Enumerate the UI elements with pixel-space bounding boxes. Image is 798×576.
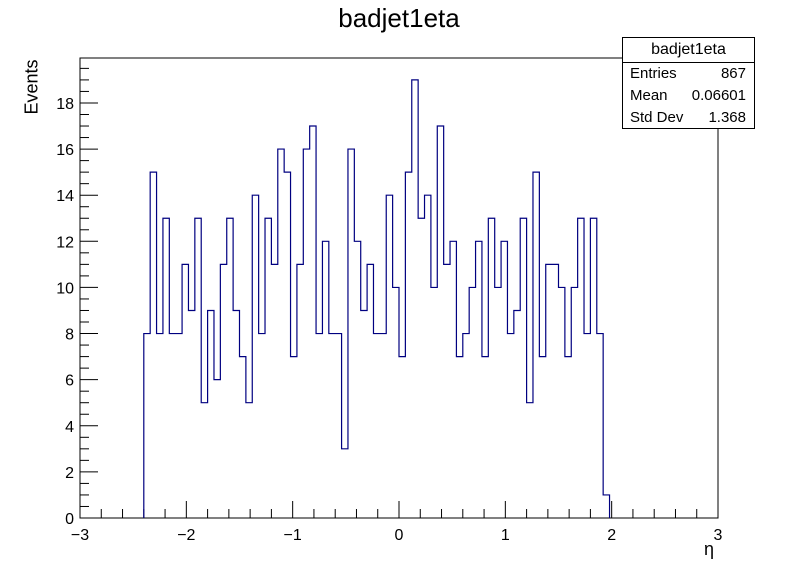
histogram-line [143,79,611,518]
x-tick-label: −1 [284,527,302,544]
y-tick-label: 18 [56,96,74,113]
stats-stddev-row: Std Dev 1.368 [623,107,754,129]
x-tick-label: 2 [607,527,616,544]
stats-mean-label: Mean [630,87,668,104]
y-tick-label: 14 [56,188,74,205]
x-tick-label: 1 [501,527,510,544]
y-tick-label: 4 [65,419,74,436]
y-tick-label: 10 [56,280,74,297]
x-axis-label: η [704,539,715,559]
y-tick-label: 12 [56,234,74,251]
stats-stddev-label: Std Dev [630,109,684,126]
x-tick-label: 3 [714,527,723,544]
y-axis-label: Events [21,59,42,115]
x-tick-label: 0 [395,527,404,544]
stats-stddev-value: 1.368 [708,109,746,126]
stats-mean-row: Mean 0.06601 [623,85,754,107]
x-tick-label: −3 [71,527,89,544]
statistics-box: badjet1eta Entries 867 Mean 0.06601 Std … [622,37,755,129]
y-tick-label: 0 [65,511,74,528]
y-tick-label: 16 [56,142,74,159]
stats-entries-row: Entries 867 [623,63,754,85]
x-tick-label: −2 [177,527,195,544]
y-tick-label: 2 [65,465,74,482]
stats-entries-value: 867 [720,65,746,82]
y-tick-label: 6 [65,373,74,390]
stats-mean-value: 0.06601 [691,87,746,104]
y-tick-label: 8 [65,327,74,344]
statistics-title: badjet1eta [623,38,754,63]
chart-title: badjet1eta [338,3,460,33]
stats-entries-label: Entries [630,65,677,82]
